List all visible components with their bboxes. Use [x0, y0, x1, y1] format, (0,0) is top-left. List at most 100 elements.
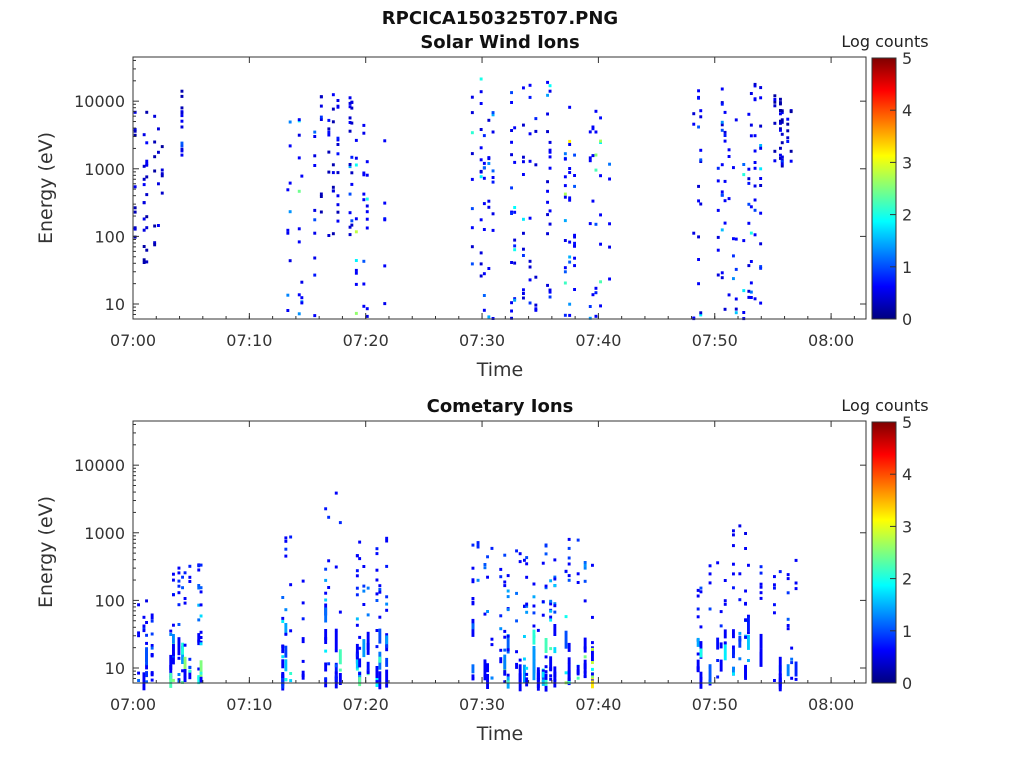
heatmap-cell	[169, 654, 173, 670]
heatmap-cell	[513, 206, 517, 209]
heatmap-cell	[716, 179, 720, 183]
heatmap-cell	[549, 599, 553, 603]
heatmap-cell	[177, 673, 181, 676]
heatmap-cell	[350, 121, 354, 125]
heatmap-cell	[696, 652, 700, 656]
heatmap-cell	[286, 188, 290, 192]
heatmap-cell	[358, 540, 362, 544]
heatmap-cell	[486, 663, 489, 673]
heatmap-cell	[153, 114, 157, 118]
heatmap-cell	[172, 678, 175, 682]
heatmap-cell	[366, 671, 370, 675]
heatmap-cell	[719, 659, 723, 672]
heatmap-cell	[510, 261, 513, 264]
heatmap-cell	[378, 615, 382, 619]
heatmap-cell	[532, 611, 536, 615]
heatmap-cell	[749, 260, 753, 263]
heatmap-cell	[510, 129, 513, 132]
heatmap-cell	[699, 648, 703, 658]
heatmap-cell	[732, 529, 735, 533]
heatmap-cell	[183, 597, 187, 600]
heatmap-cell	[723, 599, 727, 603]
colorbar-tick-label: 5	[902, 49, 912, 68]
heatmap-cell	[375, 680, 379, 684]
heatmap-cell	[197, 667, 201, 671]
heatmap-cell	[515, 591, 518, 595]
heatmap-cell	[503, 584, 507, 588]
heatmap-cell	[336, 203, 340, 207]
heatmap-cell	[548, 89, 552, 93]
heatmap-cell	[289, 629, 293, 633]
heatmap-cell	[699, 641, 703, 645]
colorbar-tick-label: 0	[902, 310, 912, 329]
heatmap-cell	[378, 584, 382, 588]
y-tick-label: 1000	[84, 160, 125, 179]
heatmap-cell	[732, 533, 735, 537]
heatmap-cell	[773, 100, 777, 104]
heatmap-cell	[734, 307, 738, 311]
heatmap-cell	[172, 578, 175, 582]
heatmap-cell	[789, 159, 793, 163]
heatmap-cell	[549, 647, 553, 651]
heatmap-cell	[779, 156, 782, 160]
heatmap-cell	[564, 671, 568, 675]
heatmap-cell	[732, 562, 735, 566]
heatmap-cell	[513, 238, 517, 242]
heatmap-cell	[759, 585, 763, 589]
heatmap-cell	[744, 532, 747, 535]
heatmap-cell	[583, 561, 587, 564]
heatmap-cell	[697, 125, 700, 129]
heatmap-cell	[780, 160, 784, 164]
heatmap-cell	[583, 675, 587, 679]
heatmap-cell	[553, 602, 557, 606]
heatmap-cell	[544, 586, 548, 590]
x-tick-label: 07:10	[226, 695, 272, 714]
axis-ticks: 07:00 07:10 07:20 07:30 07:40 07:50 08:00 10 100…	[74, 421, 866, 714]
heatmap-cell	[564, 615, 568, 619]
heatmap-cell	[544, 552, 548, 556]
heatmap-cell	[786, 117, 790, 121]
heatmap-cell	[518, 673, 522, 692]
heatmap-cell	[567, 578, 571, 582]
heatmap-cell	[199, 603, 203, 607]
heatmap-cell	[145, 621, 148, 624]
heatmap-cell	[794, 661, 798, 677]
heatmap-cell	[336, 194, 340, 198]
heatmap-cell	[479, 170, 483, 174]
heatmap-cell	[289, 583, 293, 587]
heatmap-cell	[780, 164, 784, 168]
heatmap-cell	[483, 566, 487, 570]
heatmap-cell	[482, 308, 486, 312]
heatmap-cell	[716, 273, 720, 277]
heatmap-cell	[297, 156, 301, 160]
heatmap-cell	[546, 283, 549, 287]
heatmap-cell	[142, 624, 146, 628]
heatmap-cell	[172, 623, 175, 627]
heatmap-cell	[487, 162, 491, 165]
heatmap-cell	[354, 156, 358, 160]
heatmap-cell	[541, 561, 545, 565]
heatmap-cell	[738, 635, 742, 648]
heatmap-cell	[479, 146, 483, 150]
heatmap-cell	[281, 672, 285, 678]
heatmap-cell	[177, 623, 181, 626]
heatmap-cell	[742, 163, 746, 166]
heatmap-cell	[528, 216, 532, 220]
heatmap-cell	[284, 632, 288, 636]
heatmap-cell	[588, 159, 592, 163]
heatmap-cell	[780, 109, 784, 113]
colorbar-tick-label: 5	[902, 413, 912, 432]
heatmap-cell	[599, 242, 602, 246]
heatmap-cell	[313, 208, 317, 212]
heatmap-cell	[503, 648, 507, 652]
heatmap-cell	[142, 672, 146, 691]
heatmap-cell	[599, 116, 602, 120]
heatmap-cell	[334, 565, 338, 569]
heatmap-cell	[366, 661, 370, 671]
heatmap-cell	[779, 97, 782, 101]
heatmap-cell	[544, 543, 548, 547]
heatmap-cell	[375, 599, 379, 602]
x-tick-label: 07:10	[226, 331, 272, 350]
heatmap-cell	[499, 575, 503, 579]
heatmap-cell	[568, 240, 572, 244]
